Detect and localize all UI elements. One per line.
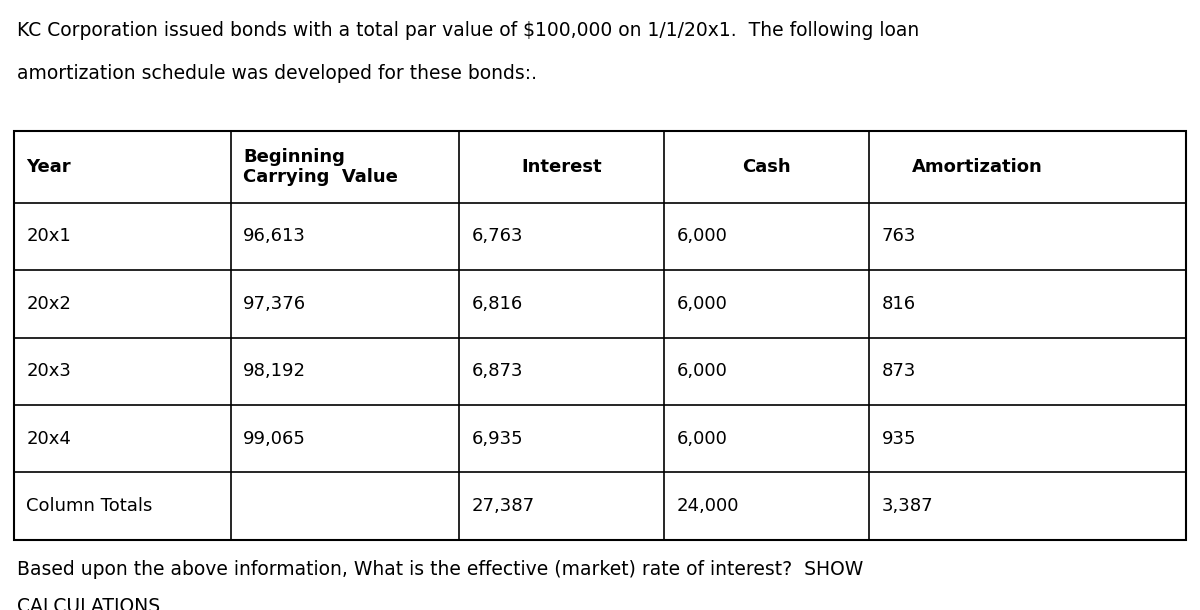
Text: 6,000: 6,000 (677, 295, 727, 313)
Text: 6,816: 6,816 (472, 295, 523, 313)
Text: 98,192: 98,192 (244, 362, 306, 380)
Text: Year: Year (26, 158, 71, 176)
Text: 27,387: 27,387 (472, 497, 534, 515)
Text: amortization schedule was developed for these bonds:.: amortization schedule was developed for … (17, 64, 536, 83)
Text: Column Totals: Column Totals (26, 497, 152, 515)
Text: 6,000: 6,000 (677, 362, 727, 380)
Text: 20x2: 20x2 (26, 295, 71, 313)
Text: KC Corporation issued bonds with a total par value of $100,000 on 1/1/20x1.  The: KC Corporation issued bonds with a total… (17, 21, 919, 40)
Text: 20x3: 20x3 (26, 362, 71, 380)
Text: Interest: Interest (522, 158, 602, 176)
Text: 873: 873 (881, 362, 916, 380)
Text: 97,376: 97,376 (244, 295, 306, 313)
Text: 20x4: 20x4 (26, 429, 71, 448)
Text: 935: 935 (881, 429, 916, 448)
Text: 3,387: 3,387 (881, 497, 934, 515)
Text: 96,613: 96,613 (244, 228, 306, 245)
Text: 24,000: 24,000 (677, 497, 739, 515)
Text: Beginning
Carrying  Value: Beginning Carrying Value (244, 148, 398, 186)
Text: CALCULATIONS: CALCULATIONS (17, 597, 160, 610)
Text: 99,065: 99,065 (244, 429, 306, 448)
Text: 6,873: 6,873 (472, 362, 523, 380)
Text: Cash: Cash (743, 158, 791, 176)
Text: Based upon the above information, What is the effective (market) rate of interes: Based upon the above information, What i… (17, 560, 863, 579)
Text: 763: 763 (881, 228, 916, 245)
Text: 20x1: 20x1 (26, 228, 71, 245)
Text: 6,000: 6,000 (677, 429, 727, 448)
Text: 816: 816 (881, 295, 916, 313)
Text: 6,000: 6,000 (677, 228, 727, 245)
Text: Amortization: Amortization (912, 158, 1043, 176)
Text: 6,935: 6,935 (472, 429, 523, 448)
Text: 6,763: 6,763 (472, 228, 523, 245)
